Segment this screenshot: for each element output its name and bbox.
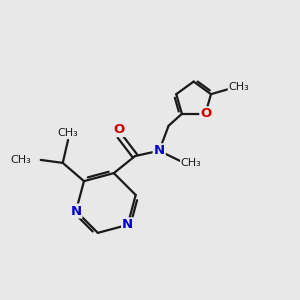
Text: N: N (154, 144, 165, 157)
Text: CH₃: CH₃ (181, 158, 201, 167)
Text: CH₃: CH₃ (11, 155, 31, 165)
Text: N: N (122, 218, 133, 231)
Text: CH₃: CH₃ (228, 82, 249, 92)
Text: CH₃: CH₃ (58, 128, 78, 138)
Text: O: O (200, 107, 211, 120)
Text: O: O (113, 123, 125, 136)
Text: N: N (70, 205, 82, 218)
